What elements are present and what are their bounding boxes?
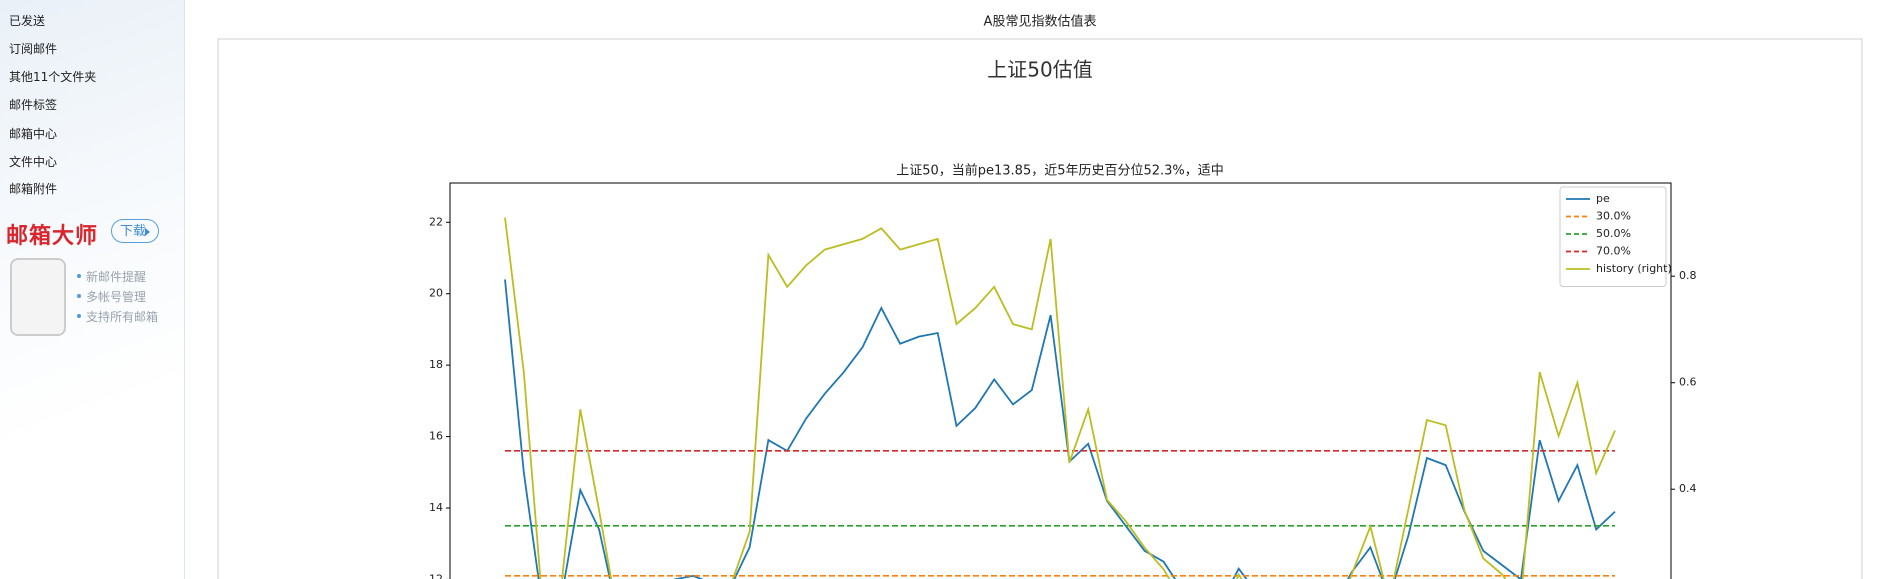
folder-link[interactable]: 订阅邮件 (9, 42, 58, 56)
phone-image (10, 258, 66, 336)
y-tick-label: 12 (429, 572, 443, 579)
plot-area (504, 217, 1616, 579)
promo-logo[interactable]: 邮箱大师 (6, 224, 99, 249)
chart-subtitle: 上证50，当前pe13.85，近5年历史百分位52.3%，适中 (896, 163, 1224, 179)
folder-link[interactable]: 邮箱中心 (9, 127, 58, 141)
y2-tick-label: 0.6 (1679, 376, 1697, 389)
y-tick-label: 16 (429, 430, 443, 443)
folder-link[interactable]: 邮箱附件 (9, 182, 58, 196)
sidebar: 已发送 订阅邮件 其他11个文件夹 邮件标签 邮箱中心 文件中心 邮箱附件 邮箱… (0, 0, 185, 579)
frame (217, 38, 1863, 579)
series-line (504, 217, 1616, 579)
download-button[interactable]: 下载 (111, 219, 159, 243)
promo-feature: 多帐号管理 (76, 290, 147, 304)
folder-link[interactable]: 文件中心 (9, 155, 58, 169)
folder-link[interactable]: 邮件标签 (9, 98, 58, 112)
promo-feature: 支持所有邮箱 (76, 310, 159, 324)
y-tick-label: 14 (429, 501, 443, 514)
y-tick-label: 20 (429, 287, 443, 300)
plot-frame (449, 182, 1672, 579)
legend-label: 70.0% (1596, 245, 1631, 258)
legend-label: 30.0% (1596, 210, 1631, 223)
y-tick-label: 18 (429, 358, 443, 371)
y2-tick-label: 0.8 (1679, 269, 1697, 282)
folder-link[interactable]: 其他11个文件夹 (9, 70, 97, 84)
y2-tick-label: 0.4 (1679, 482, 1697, 495)
folder-link[interactable]: 已发送 (9, 14, 46, 28)
legend-box (1559, 186, 1667, 287)
series-line (504, 279, 1616, 579)
legend-label: history (right) (1596, 262, 1672, 275)
chart-title: 上证50估值 (987, 58, 1092, 82)
y-tick-label: 22 (429, 215, 443, 228)
page-title: A股常见指数估值表 (984, 14, 1097, 30)
legend-label: 50.0% (1596, 227, 1631, 240)
promo-feature: 新邮件提醒 (76, 270, 147, 284)
legend-label: pe (1596, 192, 1610, 205)
